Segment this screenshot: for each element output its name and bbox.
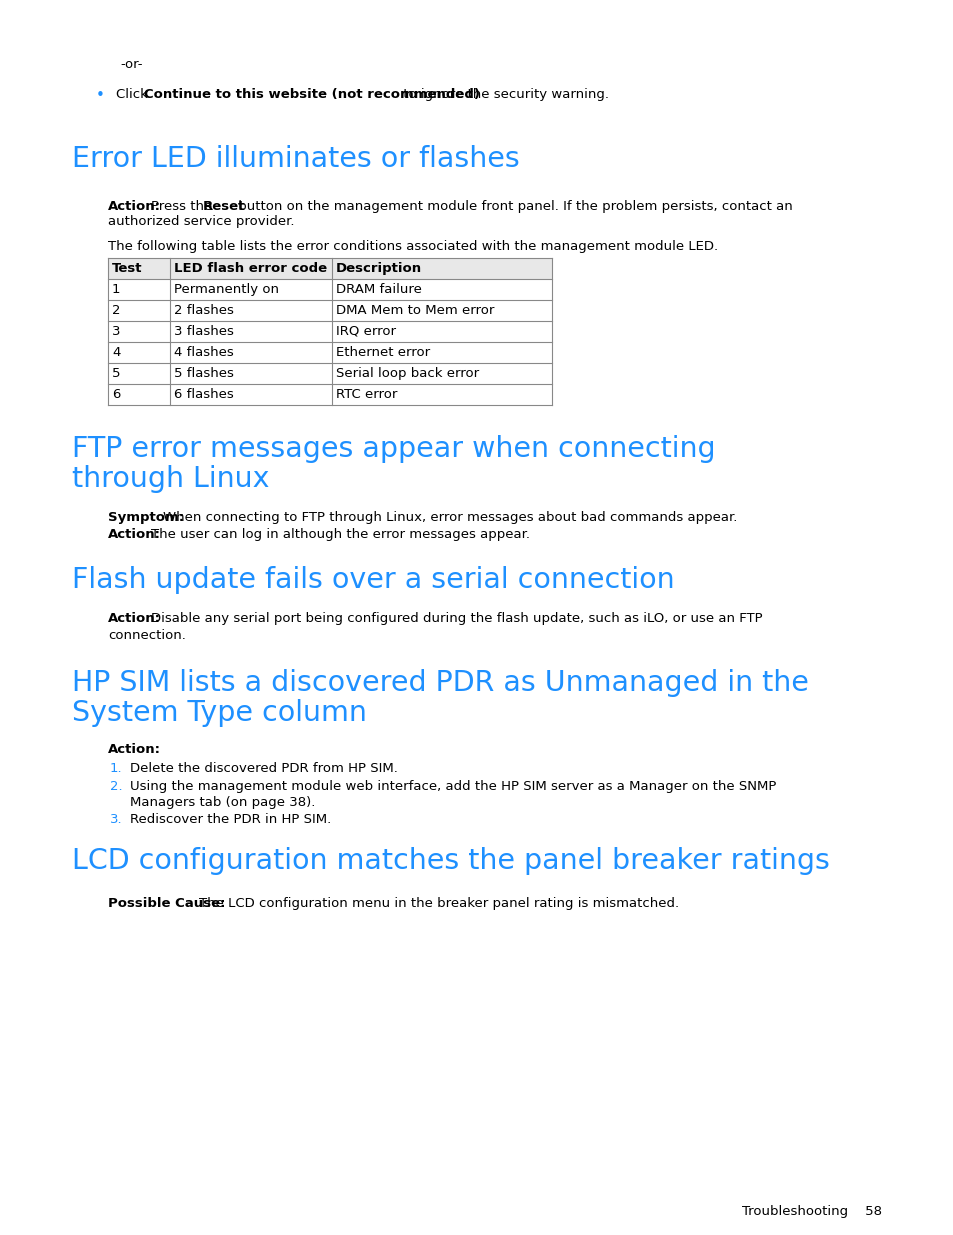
- Text: HP SIM lists a discovered PDR as Unmanaged in the: HP SIM lists a discovered PDR as Unmanag…: [71, 669, 808, 697]
- Text: Action:: Action:: [108, 743, 161, 756]
- Text: Serial loop back error: Serial loop back error: [335, 367, 478, 380]
- Text: Troubleshooting    58: Troubleshooting 58: [741, 1205, 882, 1218]
- Text: 6 flashes: 6 flashes: [173, 388, 233, 401]
- Text: Action:: Action:: [108, 613, 161, 625]
- Text: Error LED illuminates or flashes: Error LED illuminates or flashes: [71, 144, 519, 173]
- Text: connection.: connection.: [108, 629, 186, 642]
- Text: Action:: Action:: [108, 529, 161, 541]
- Text: Click: Click: [116, 88, 152, 101]
- Text: •: •: [96, 88, 105, 103]
- Text: 4: 4: [112, 346, 120, 359]
- Text: Action:: Action:: [108, 200, 161, 212]
- Text: Rediscover the PDR in HP SIM.: Rediscover the PDR in HP SIM.: [130, 813, 331, 826]
- Text: Ethernet error: Ethernet error: [335, 346, 430, 359]
- Text: 6: 6: [112, 388, 120, 401]
- Text: Reset: Reset: [203, 200, 245, 212]
- Text: Continue to this website (not recommended): Continue to this website (not recommende…: [144, 88, 479, 101]
- Text: System Type column: System Type column: [71, 699, 367, 727]
- Text: The following table lists the error conditions associated with the management mo: The following table lists the error cond…: [108, 240, 718, 253]
- Text: 3.: 3.: [110, 813, 123, 826]
- Text: Press the: Press the: [151, 200, 216, 212]
- Text: Managers tab (on page 38).: Managers tab (on page 38).: [130, 797, 315, 809]
- Text: 1: 1: [112, 283, 120, 296]
- Text: LCD configuration matches the panel breaker ratings: LCD configuration matches the panel brea…: [71, 847, 829, 876]
- Text: Test: Test: [112, 262, 142, 275]
- Bar: [108, 258, 552, 279]
- Bar: [108, 321, 552, 342]
- Text: Delete the discovered PDR from HP SIM.: Delete the discovered PDR from HP SIM.: [130, 762, 397, 776]
- Text: Using the management module web interface, add the HP SIM server as a Manager on: Using the management module web interfac…: [130, 781, 776, 793]
- Text: 2.: 2.: [110, 781, 123, 793]
- Text: to ignore the security warning.: to ignore the security warning.: [398, 88, 608, 101]
- Text: Permanently on: Permanently on: [173, 283, 278, 296]
- Bar: [108, 279, 552, 300]
- Bar: [108, 300, 552, 321]
- Text: 3: 3: [112, 325, 120, 338]
- Text: 2 flashes: 2 flashes: [173, 304, 233, 317]
- Text: 2: 2: [112, 304, 120, 317]
- Text: LED flash error code: LED flash error code: [173, 262, 327, 275]
- Bar: [108, 342, 552, 363]
- Text: authorized service provider.: authorized service provider.: [108, 215, 294, 228]
- Text: DMA Mem to Mem error: DMA Mem to Mem error: [335, 304, 494, 317]
- Text: 5 flashes: 5 flashes: [173, 367, 233, 380]
- Text: FTP error messages appear when connecting: FTP error messages appear when connectin…: [71, 435, 715, 463]
- Text: Flash update fails over a serial connection: Flash update fails over a serial connect…: [71, 566, 674, 594]
- Text: button on the management module front panel. If the problem persists, contact an: button on the management module front pa…: [233, 200, 792, 212]
- Text: IRQ error: IRQ error: [335, 325, 395, 338]
- Text: -or-: -or-: [120, 58, 142, 70]
- Bar: [108, 384, 552, 405]
- Text: Description: Description: [335, 262, 421, 275]
- Text: 4 flashes: 4 flashes: [173, 346, 233, 359]
- Text: DRAM failure: DRAM failure: [335, 283, 421, 296]
- Text: Disable any serial port being configured during the flash update, such as iLO, o: Disable any serial port being configured…: [151, 613, 761, 625]
- Text: The LCD configuration menu in the breaker panel rating is mismatched.: The LCD configuration menu in the breake…: [199, 897, 679, 910]
- Text: Symptom:: Symptom:: [108, 511, 184, 524]
- Text: Possible Cause:: Possible Cause:: [108, 897, 225, 910]
- Text: RTC error: RTC error: [335, 388, 397, 401]
- Text: 3 flashes: 3 flashes: [173, 325, 233, 338]
- Bar: [108, 363, 552, 384]
- Text: through Linux: through Linux: [71, 466, 269, 493]
- Text: The user can log in although the error messages appear.: The user can log in although the error m…: [151, 529, 530, 541]
- Text: 1.: 1.: [110, 762, 123, 776]
- Text: When connecting to FTP through Linux, error messages about bad commands appear.: When connecting to FTP through Linux, er…: [163, 511, 737, 524]
- Text: 5: 5: [112, 367, 120, 380]
